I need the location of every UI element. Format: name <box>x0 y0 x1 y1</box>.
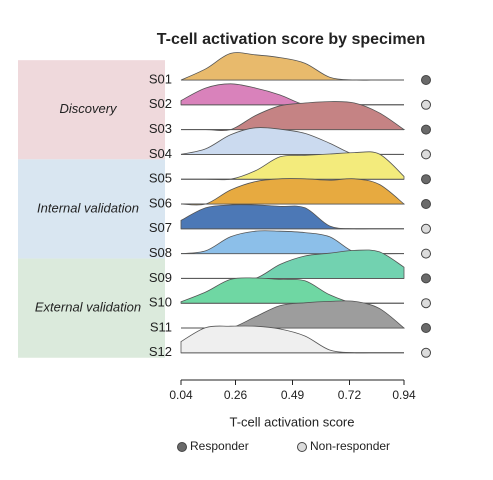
x-tick-label: 0.26 <box>224 388 248 402</box>
y-tick-label: S08 <box>149 245 172 260</box>
ridge <box>180 325 404 354</box>
status-dot <box>421 149 431 160</box>
status-dot <box>421 174 431 185</box>
legend-label: Non-responder <box>310 439 390 453</box>
group-label: External validation <box>35 300 141 315</box>
ridge <box>181 249 405 280</box>
ridge <box>181 300 406 330</box>
ridge <box>180 277 404 305</box>
status-dot <box>421 323 431 333</box>
ridge <box>180 83 405 106</box>
group-band <box>18 258 165 358</box>
y-tick-label: S07 <box>149 220 172 235</box>
legend-marker <box>297 442 307 452</box>
y-tick-label: S04 <box>149 146 172 161</box>
group-band <box>18 60 165 160</box>
status-dot <box>421 298 431 309</box>
status-dot <box>421 347 431 358</box>
ridge <box>180 52 404 81</box>
chart-title: T-cell activation score by specimen <box>157 31 426 48</box>
y-tick-label: S01 <box>149 71 172 86</box>
y-tick-label: S11 <box>150 319 172 334</box>
ridge <box>181 101 406 132</box>
ridge <box>180 204 404 230</box>
group-label: Discovery <box>59 101 118 116</box>
y-tick-label: S05 <box>149 171 172 186</box>
y-tick-label: S10 <box>149 295 172 310</box>
status-dot <box>421 99 431 110</box>
status-dot <box>421 248 431 259</box>
x-axis-label: T-cell activation score <box>230 414 355 429</box>
legend-marker <box>177 442 187 452</box>
x-tick-label: 0.72 <box>338 388 362 402</box>
y-tick-label: S03 <box>149 121 172 136</box>
legend-label: Responder <box>190 439 249 453</box>
status-dot <box>421 273 431 284</box>
y-tick-label: S02 <box>149 96 172 111</box>
group-band <box>18 159 165 259</box>
ridge <box>180 127 405 156</box>
y-tick-label: S12 <box>149 344 172 359</box>
status-dot <box>421 223 431 234</box>
y-tick-label: S06 <box>149 195 172 210</box>
status-dot <box>421 124 431 135</box>
y-tick-label: S09 <box>149 270 172 285</box>
status-dot <box>421 75 431 85</box>
ridge <box>181 151 405 181</box>
x-tick-label: 0.94 <box>392 388 416 402</box>
ridge <box>180 178 406 206</box>
status-dot <box>421 199 431 209</box>
x-tick-label: 0.49 <box>281 388 305 402</box>
x-tick-label: 0.04 <box>169 388 193 402</box>
group-label: Internal validation <box>37 200 139 215</box>
